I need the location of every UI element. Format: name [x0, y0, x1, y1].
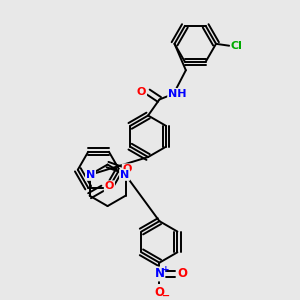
Text: +: + — [162, 265, 170, 274]
Text: O: O — [137, 87, 146, 97]
Text: O: O — [105, 181, 114, 191]
Text: Cl: Cl — [231, 41, 243, 51]
Text: O: O — [154, 286, 164, 299]
Text: NH: NH — [168, 89, 187, 99]
Text: O: O — [123, 164, 132, 174]
Text: N: N — [86, 170, 95, 180]
Text: −: − — [162, 291, 170, 300]
Text: O: O — [177, 268, 187, 281]
Text: N: N — [120, 170, 129, 180]
Text: N: N — [154, 268, 164, 281]
